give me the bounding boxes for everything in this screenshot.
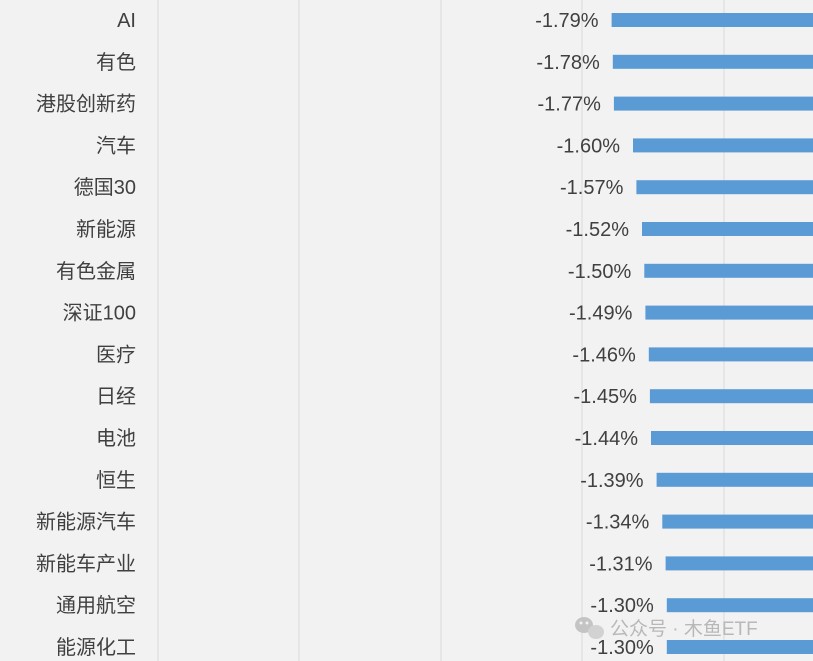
- category-label-10: 电池: [96, 427, 136, 450]
- category-label-5: 新能源: [76, 218, 136, 241]
- bars: [611, 13, 813, 654]
- bar-2: [613, 96, 813, 111]
- value-label-1: -1.78%: [536, 52, 600, 74]
- category-label-8: 医疗: [96, 343, 136, 366]
- bar-13: [665, 556, 813, 571]
- value-label-6: -1.50%: [568, 261, 632, 283]
- category-label-4: 德国30: [74, 176, 136, 199]
- bar-5: [642, 222, 813, 236]
- watermark: 公众号 · 木鱼ETF: [575, 617, 758, 640]
- category-label-6: 有色金属: [56, 260, 136, 283]
- bar-10: [651, 431, 813, 445]
- value-label-9: -1.45%: [574, 386, 638, 408]
- labels: AI -1.79% 有色 -1.78% 港股创新药 -1.77% 汽车 -1.60% 德国30 -…: [36, 10, 654, 659]
- bar-1: [612, 54, 813, 69]
- category-label-13: 新能车产业: [36, 552, 136, 575]
- bar-15: [666, 640, 813, 654]
- value-label-11: -1.39%: [580, 470, 644, 492]
- category-label-9: 日经: [96, 385, 136, 408]
- category-label-7: 深证100: [63, 302, 136, 325]
- category-label-15: 能源化工: [56, 636, 136, 659]
- category-label-12: 新能源汽车: [36, 511, 136, 534]
- value-label-13: -1.31%: [589, 553, 653, 575]
- bar-4: [636, 180, 813, 195]
- bar-11: [656, 472, 813, 487]
- bar-0: [611, 13, 813, 27]
- value-label-10: -1.44%: [575, 428, 639, 450]
- category-label-0: AI: [117, 10, 136, 32]
- bar-8: [648, 347, 813, 362]
- value-label-3: -1.60%: [557, 135, 621, 157]
- bar-7: [645, 305, 813, 320]
- category-label-2: 港股创新药: [36, 93, 136, 116]
- watermark-text: 公众号 · 木鱼ETF: [610, 618, 758, 640]
- bar-12: [662, 514, 813, 529]
- value-label-7: -1.49%: [569, 303, 633, 325]
- value-label-12: -1.34%: [586, 512, 650, 534]
- category-label-14: 通用航空: [56, 594, 136, 617]
- category-label-1: 有色: [96, 51, 136, 74]
- bar-6: [644, 263, 813, 278]
- bar-3: [633, 138, 813, 153]
- value-label-4: -1.57%: [560, 177, 624, 199]
- value-label-14: -1.30%: [590, 595, 654, 617]
- bar-9: [649, 389, 813, 404]
- value-label-2: -1.77%: [538, 94, 602, 116]
- value-label-15: -1.30%: [590, 637, 654, 659]
- wechat-icon: [575, 617, 604, 639]
- bar-14: [666, 598, 813, 613]
- value-label-0: -1.79%: [535, 10, 599, 32]
- value-label-8: -1.46%: [572, 344, 636, 366]
- value-label-5: -1.52%: [566, 219, 630, 241]
- category-label-3: 汽车: [96, 134, 136, 157]
- category-label-11: 恒生: [96, 469, 136, 492]
